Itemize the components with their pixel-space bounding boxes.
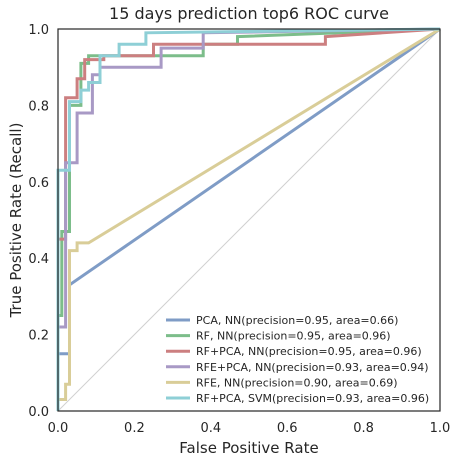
- y-tick-label: 0.4: [28, 252, 49, 267]
- legend-label: RFE, NN(precision=0.90, area=0.69): [196, 376, 398, 389]
- x-tick-label: 0.0: [48, 421, 69, 436]
- series-line-5: [56, 27, 441, 411]
- y-tick-labels: 0.0 0.2 0.4 0.6 0.8 1.0: [28, 23, 49, 420]
- y-tick-label: 0.6: [28, 176, 49, 191]
- y-tick-label: 1.0: [28, 23, 49, 38]
- x-tick-label: 1.0: [430, 421, 451, 436]
- x-tick-label: 0.2: [124, 421, 145, 436]
- series-line-4: [56, 27, 441, 411]
- y-tick-label: 0.0: [28, 405, 49, 420]
- legend-label: PCA, NN(precision=0.95, area=0.66): [196, 314, 398, 327]
- legend-label: RF, NN(precision=0.95, area=0.96): [196, 330, 391, 343]
- legend-label: RF+PCA, SVM(precision=0.93, area=0.96): [196, 392, 429, 405]
- x-axis-label: False Positive Rate: [179, 439, 318, 457]
- y-tick-label: 0.8: [28, 99, 49, 114]
- x-tick-labels: 0.0 0.2 0.4 0.6 0.8 1.0: [48, 421, 451, 436]
- x-tick-label: 0.8: [353, 421, 374, 436]
- y-tick-label: 0.2: [28, 329, 49, 344]
- chart-title: 15 days prediction top6 ROC curve: [109, 4, 389, 23]
- x-tick-label: 0.4: [200, 421, 221, 436]
- chance-diagonal-line: [57, 28, 441, 412]
- legend-label: RFE+PCA, NN(precision=0.93, area=0.94): [196, 361, 429, 374]
- series-line-6: [56, 27, 441, 411]
- baseline-layer: [57, 28, 441, 412]
- plot-frame: [57, 28, 441, 412]
- legend: PCA, NN(precision=0.95, area=0.66) RF, NN…: [166, 314, 429, 405]
- y-axis-label: True Positive Rate (Recall): [7, 123, 25, 319]
- legend-label: RF+PCA, NN(precision=0.95, area=0.96): [196, 345, 422, 358]
- x-tick-label: 0.6: [277, 421, 298, 436]
